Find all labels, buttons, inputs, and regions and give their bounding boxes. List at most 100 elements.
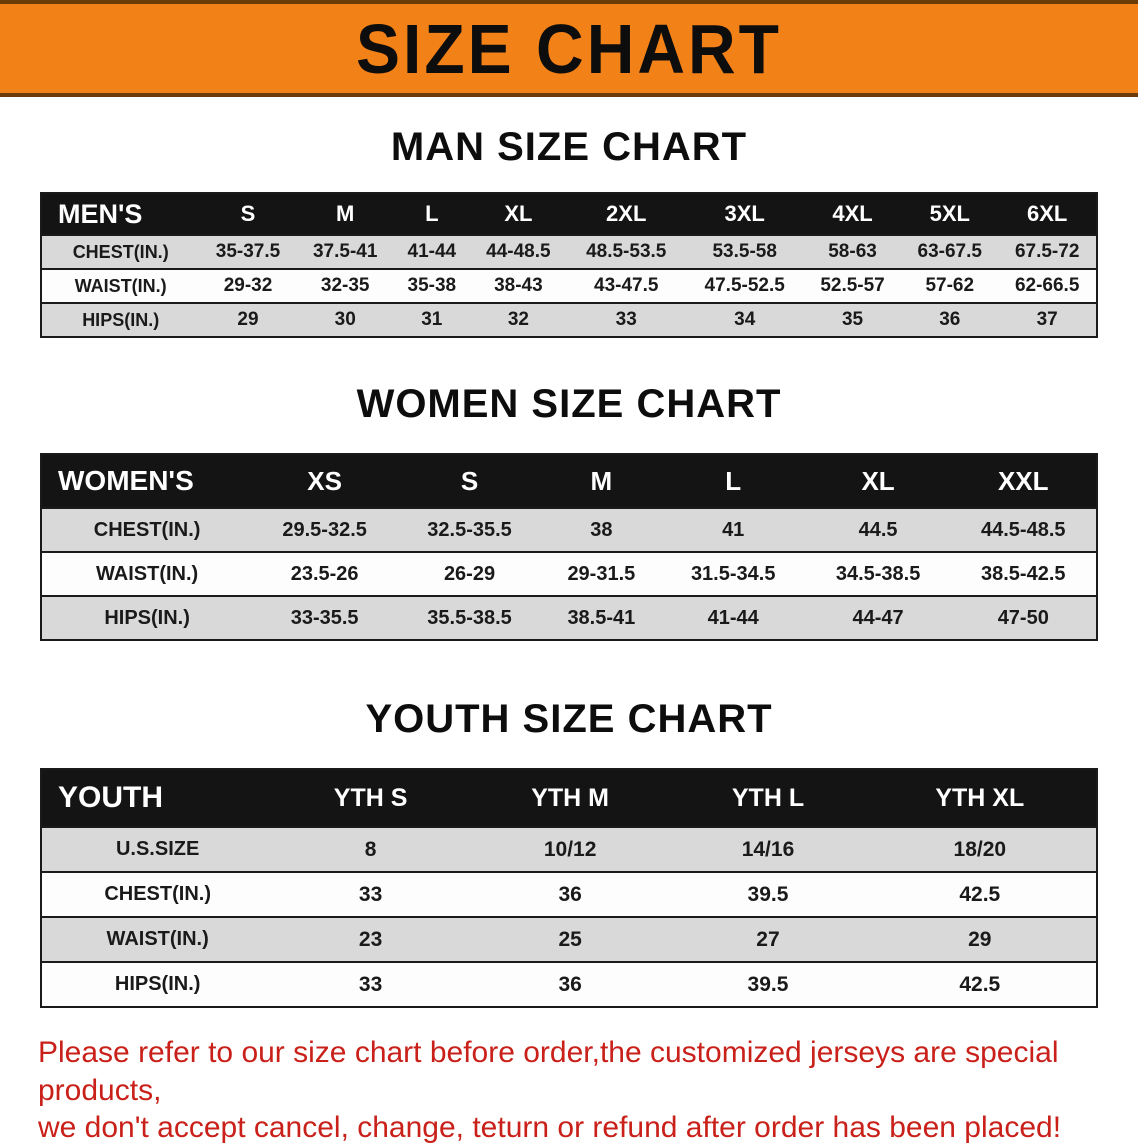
table-cell: 35 <box>841 309 864 330</box>
column-header: 3XL <box>724 201 765 226</box>
youth-table-title: YOUTH <box>58 781 163 814</box>
row-label: WAIST(IN.) <box>74 275 167 296</box>
table-cell: 53.5-58 <box>712 241 777 262</box>
column-header: YTH S <box>333 783 408 812</box>
disclaimer-text: Please refer to our size chart before or… <box>38 1034 1100 1147</box>
column-header: 2XL <box>606 201 647 226</box>
table-cell: 33 <box>358 972 383 996</box>
table-row: CHEST(IN.) 29.5-32.5 32.5-35.5 38 41 44.… <box>41 508 1097 552</box>
column-header: XL <box>861 465 895 496</box>
table-cell: 57-62 <box>925 275 975 296</box>
table-cell: 32-35 <box>320 275 370 296</box>
table-cell: 38.5-41 <box>567 606 636 629</box>
men-table-header-row: MEN'S S M L XL 2XL 3XL 4XL 5XL 6XL <box>41 193 1097 235</box>
table-cell: 33 <box>358 882 383 906</box>
table-cell: 27 <box>756 927 780 951</box>
table-cell: 34 <box>734 309 756 330</box>
table-cell: 41-44 <box>707 606 759 629</box>
table-cell: 44.5 <box>858 518 898 541</box>
women-table-header-row: WOMEN'S XS S M L XL XXL <box>41 454 1097 508</box>
table-cell: 36 <box>558 972 582 996</box>
table-cell: 31 <box>421 309 443 330</box>
men-size-table: MEN'S S M L XL 2XL 3XL 4XL 5XL 6XL CHEST… <box>40 192 1098 338</box>
youth-table-header-row: YOUTH YTH S YTH M YTH L YTH XL <box>41 769 1097 827</box>
table-cell: 35.5-38.5 <box>427 606 512 629</box>
table-cell: 31.5-34.5 <box>690 562 776 585</box>
youth-section-heading: YOUTH SIZE CHART <box>365 697 773 741</box>
table-cell: 42.5 <box>959 972 1001 996</box>
column-header: M <box>590 465 613 496</box>
row-label: HIPS(IN.) <box>104 606 190 629</box>
table-cell: 62-66.5 <box>1014 275 1080 296</box>
table-cell: 14/16 <box>741 837 795 861</box>
table-cell: 36 <box>558 882 582 906</box>
column-header: 4XL <box>832 201 873 226</box>
row-label: CHEST(IN.) <box>93 518 201 541</box>
table-cell: 18/20 <box>953 837 1007 861</box>
table-cell: 32.5-35.5 <box>427 518 512 541</box>
table-cell: 30 <box>334 309 356 330</box>
table-cell: 47-50 <box>997 606 1049 629</box>
column-header: XS <box>307 465 342 496</box>
column-header: 5XL <box>929 201 970 226</box>
column-header: S <box>240 201 256 226</box>
table-cell: 33-35.5 <box>290 606 359 629</box>
row-label: HIPS(IN.) <box>82 309 160 330</box>
table-row: HIPS(IN.) 33-35.5 35.5-38.5 38.5-41 41-4… <box>41 596 1097 640</box>
women-table-title: WOMEN'S <box>58 465 194 496</box>
table-cell: 43-47.5 <box>594 275 659 296</box>
table-cell: 29 <box>237 309 259 330</box>
table-row: WAIST(IN.) 23.5-26 26-29 29-31.5 31.5-34… <box>41 552 1097 596</box>
table-cell: 35-38 <box>407 275 457 296</box>
column-header: L <box>725 465 742 496</box>
table-cell: 58-63 <box>828 241 877 262</box>
column-header: YTH L <box>731 783 805 812</box>
women-section: WOMEN SIZE CHART WOMEN'S XS S M L XL XXL… <box>0 382 1138 641</box>
table-cell: 44.5-48.5 <box>981 518 1066 541</box>
table-row: WAIST(IN.) 23 25 27 29 <box>41 917 1097 962</box>
table-cell: 36 <box>939 309 961 330</box>
table-cell: 41-44 <box>407 241 457 262</box>
table-cell: 34.5-38.5 <box>835 562 921 585</box>
youth-size-table: YOUTH YTH S YTH M YTH L YTH XL U.S.SIZE … <box>40 768 1098 1008</box>
men-table-title: MEN'S <box>58 198 143 229</box>
column-header: S <box>460 465 479 496</box>
table-cell: 23.5-26 <box>290 562 359 585</box>
table-row: HIPS(IN.) 29 30 31 32 33 34 35 36 37 <box>41 303 1097 337</box>
table-cell: 63-67.5 <box>917 241 982 262</box>
table-cell: 52.5-57 <box>820 275 885 296</box>
column-header: YTH M <box>531 783 610 812</box>
column-header: M <box>336 201 355 226</box>
table-cell: 35-37.5 <box>215 241 281 262</box>
row-label: HIPS(IN.) <box>114 973 201 995</box>
youth-section: YOUTH SIZE CHART YOUTH YTH S YTH M YTH L… <box>0 697 1138 1008</box>
table-row: HIPS(IN.) 33 36 39.5 42.5 <box>41 962 1097 1007</box>
men-section: MAN SIZE CHART MEN'S S M L XL 2XL 3XL 4X… <box>0 125 1138 338</box>
size-chart-banner: SIZE CHART <box>0 0 1138 97</box>
table-cell: 10/12 <box>543 837 597 861</box>
table-cell: 33 <box>615 309 637 330</box>
disclaimer-line-1: Please refer to our size chart before or… <box>38 1036 1059 1107</box>
row-label: CHEST(IN.) <box>104 883 211 905</box>
table-cell: 29-31.5 <box>567 562 636 585</box>
table-cell: 37.5-41 <box>312 241 378 262</box>
women-section-heading: WOMEN SIZE CHART <box>356 382 782 426</box>
table-cell: 39.5 <box>747 972 789 996</box>
column-header: YTH XL <box>935 783 1025 812</box>
column-header: 6XL <box>1027 201 1068 226</box>
row-label: CHEST(IN.) <box>72 241 169 262</box>
table-cell: 29 <box>968 927 992 951</box>
table-cell: 25 <box>558 927 582 951</box>
table-row: WAIST(IN.) 29-32 32-35 35-38 38-43 43-47… <box>41 269 1097 303</box>
table-row: U.S.SIZE 8 10/12 14/16 18/20 <box>41 827 1097 872</box>
table-cell: 38 <box>590 518 613 541</box>
disclaimer-line-2: we don't accept cancel, change, teturn o… <box>38 1111 1062 1144</box>
table-cell: 29.5-32.5 <box>282 518 367 541</box>
table-row: CHEST(IN.) 33 36 39.5 42.5 <box>41 872 1097 917</box>
table-cell: 41 <box>722 518 745 541</box>
men-section-heading: MAN SIZE CHART <box>390 125 748 169</box>
column-header: L <box>425 201 439 226</box>
table-cell: 48.5-53.5 <box>586 241 667 262</box>
table-cell: 23 <box>358 927 383 951</box>
table-cell: 42.5 <box>959 882 1001 906</box>
